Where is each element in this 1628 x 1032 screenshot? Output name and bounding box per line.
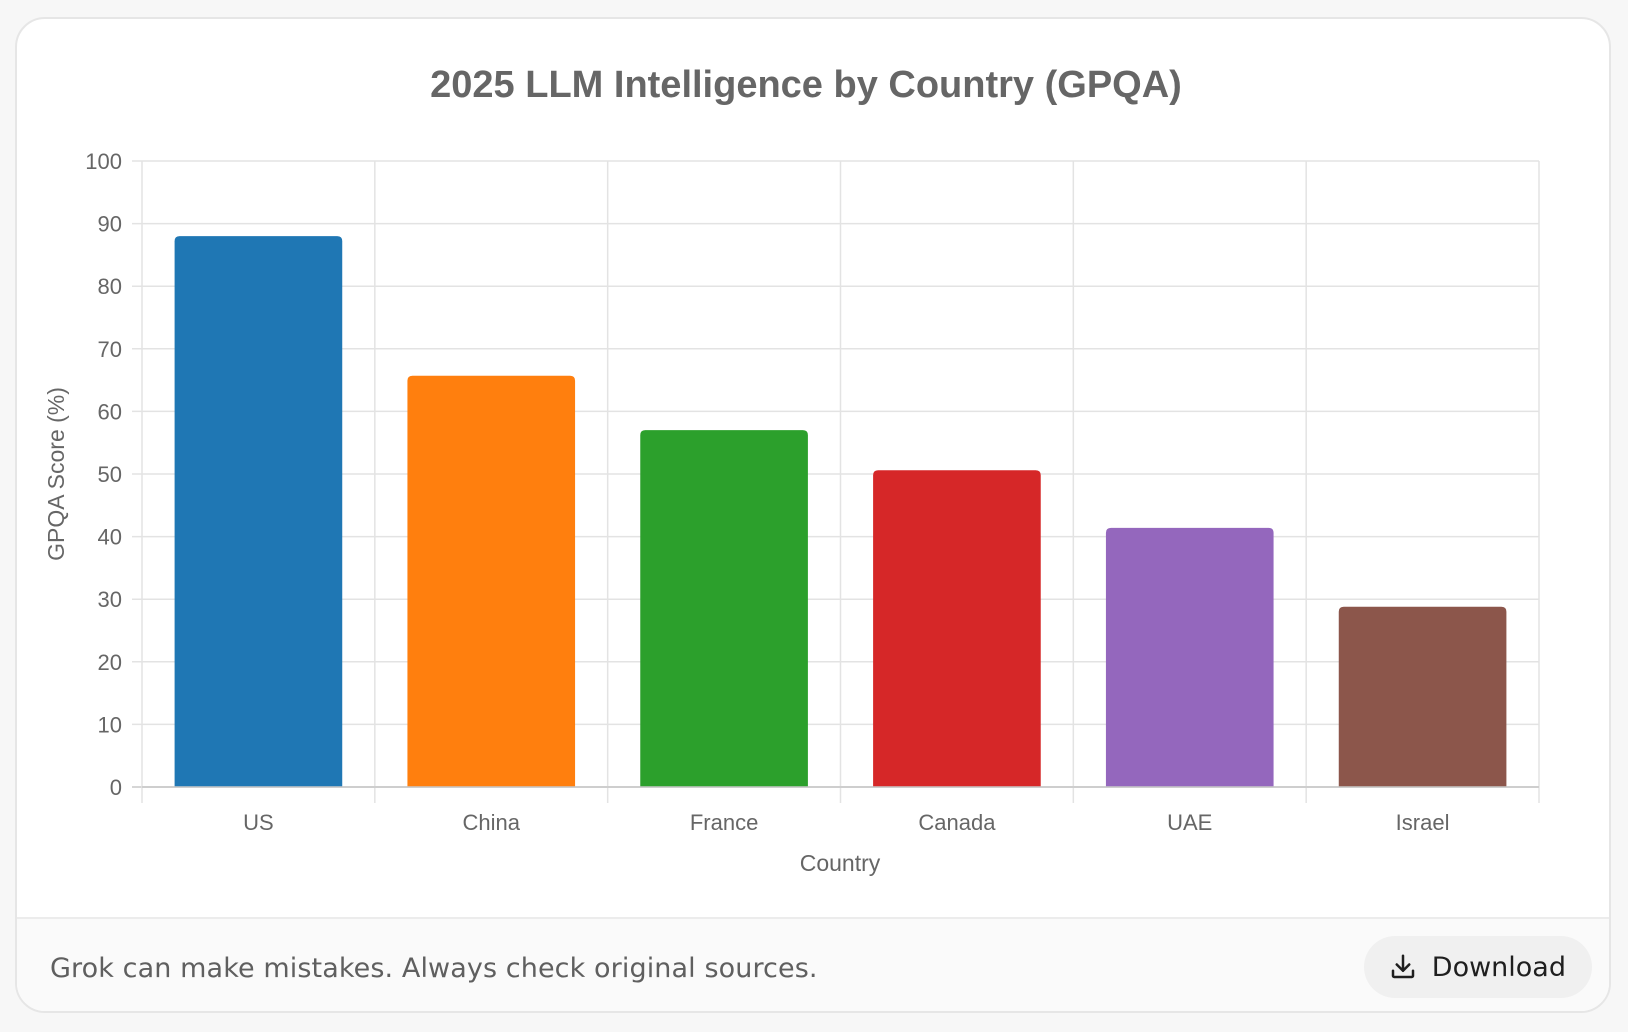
y-tick-label: 0 xyxy=(110,775,122,800)
bars xyxy=(174,236,1507,787)
bar-uae xyxy=(1105,527,1274,787)
y-tick-label: 40 xyxy=(98,525,122,550)
x-tick-label: Canada xyxy=(918,810,996,835)
y-tick-label: 100 xyxy=(85,149,122,174)
grid-lines xyxy=(132,160,1540,803)
y-tick-label: 90 xyxy=(98,212,122,237)
download-label: Download xyxy=(1431,951,1566,983)
y-tick-label: 50 xyxy=(98,462,122,487)
chart-card: 2025 LLM Intelligence by Country (GPQA) … xyxy=(15,17,1611,1013)
chart-footer: Grok can make mistakes. Always check ori… xyxy=(17,917,1609,1011)
y-tick-label: 70 xyxy=(98,337,122,362)
x-tick-label: China xyxy=(463,810,521,835)
bar-canada xyxy=(873,470,1041,787)
x-tick-label: US xyxy=(243,810,274,835)
y-axis-label: GPQA Score (%) xyxy=(43,387,69,561)
bar-chart: 2025 LLM Intelligence by Country (GPQA) … xyxy=(43,64,1540,876)
y-tick-label: 30 xyxy=(98,587,122,612)
y-tick-label: 10 xyxy=(98,712,122,737)
bar-us xyxy=(174,236,343,787)
download-button[interactable]: Download xyxy=(1363,936,1592,998)
chart-area: 2025 LLM Intelligence by Country (GPQA) … xyxy=(34,51,1599,919)
bar-france xyxy=(640,430,808,787)
x-tick-label: UAE xyxy=(1167,810,1212,835)
axes: 0 10 20 30 40 50 60 70 80 90 100 US China France Canad… xyxy=(85,149,1539,835)
y-tick-label: 60 xyxy=(98,399,122,424)
x-tick-label: Israel xyxy=(1396,810,1450,835)
x-axis-label: Country xyxy=(800,850,881,876)
y-tick-label: 20 xyxy=(98,650,122,675)
disclaimer-text: Grok can make mistakes. Always check ori… xyxy=(50,953,818,984)
chart-title: 2025 LLM Intelligence by Country (GPQA) xyxy=(430,64,1182,106)
download-icon xyxy=(1391,954,1415,979)
y-tick-label: 80 xyxy=(98,274,122,299)
x-tick-label: France xyxy=(690,810,758,835)
bar-china xyxy=(407,375,576,787)
bar-israel xyxy=(1338,606,1507,787)
